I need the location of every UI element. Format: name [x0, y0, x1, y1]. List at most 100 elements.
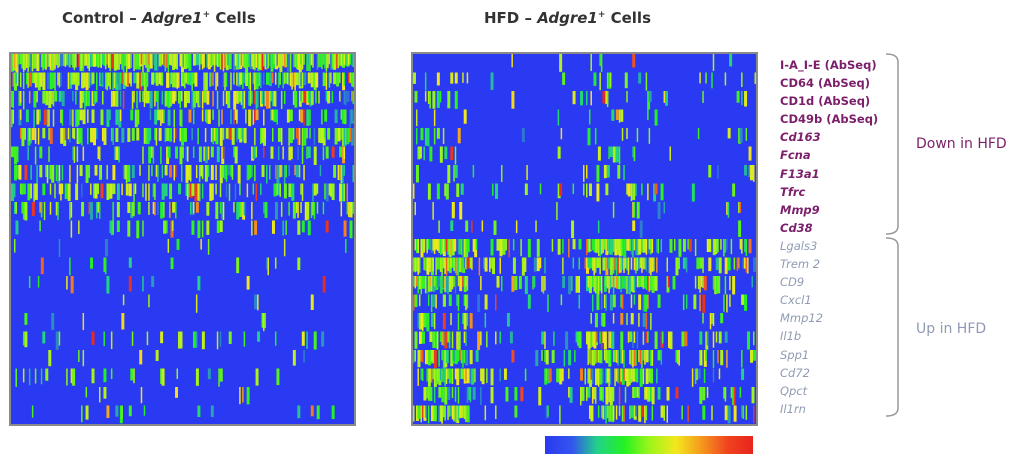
heatmap-cell: [52, 109, 55, 127]
heatmap-cell: [450, 257, 452, 268]
heatmap-cell: [27, 183, 31, 201]
heatmap-cell: [307, 54, 310, 65]
heatmap-cell: [51, 91, 53, 105]
heatmap-cell: [122, 294, 125, 306]
heatmap-cell: [447, 405, 449, 420]
heatmap-cell: [736, 91, 740, 103]
heatmap-cell: [124, 54, 126, 66]
heatmap-cell: [753, 165, 755, 182]
heatmap-cell: [106, 276, 110, 294]
heatmap-cell: [751, 387, 755, 404]
heatmap-cell: [15, 202, 17, 214]
heatmap-cell: [13, 202, 17, 214]
heatmap-cell: [31, 202, 35, 216]
heatmap-cell: [210, 183, 214, 201]
heatmap-cell: [145, 54, 147, 68]
heatmap-cell: [318, 54, 320, 68]
heatmap-cell: [426, 350, 428, 365]
heatmap-cell: [429, 368, 431, 382]
heatmap-cell: [718, 257, 722, 274]
heatmap-cell: [170, 54, 173, 66]
heatmap-cell: [161, 54, 165, 65]
heatmap-cell: [33, 91, 37, 108]
heatmap-cell: [25, 72, 28, 85]
heatmap-cell: [197, 276, 201, 291]
heatmap-cell: [660, 183, 664, 201]
heatmap-cell: [154, 183, 156, 200]
heatmap-cell: [209, 72, 211, 87]
heatmap-cell: [447, 91, 451, 109]
heatmap-cell: [198, 183, 201, 202]
heatmap-cell: [448, 331, 451, 349]
heatmap-cell: [55, 331, 59, 350]
heatmap-cell: [122, 91, 125, 109]
heatmap-cell: [91, 109, 95, 123]
heatmap-cell: [535, 220, 537, 233]
heatmap-cell: [417, 239, 419, 254]
heatmap-cell: [252, 146, 256, 160]
heatmap-cell: [206, 220, 210, 235]
heatmap-cell: [33, 109, 35, 128]
heatmap-cell: [568, 368, 570, 379]
heatmap-cell: [270, 91, 272, 102]
heatmap-cell: [499, 257, 501, 274]
heatmap-cell: [164, 128, 167, 143]
heatmap-cell: [436, 239, 439, 251]
heatmap-cell: [678, 350, 680, 366]
heatmap-cell: [128, 257, 132, 268]
heatmap-cell: [512, 239, 515, 251]
heatmap-cell: [209, 183, 213, 201]
heatmap-cell: [742, 405, 745, 419]
heatmap-cell: [453, 405, 455, 422]
heatmap-cell: [678, 239, 682, 257]
heatmap-cell: [435, 276, 439, 290]
heatmap-cell: [632, 387, 636, 399]
heatmap-cell: [648, 276, 651, 292]
heatmap-cell: [469, 368, 473, 384]
heatmap-cell: [310, 54, 313, 66]
heatmap-cell: [617, 239, 621, 255]
heatmap-cell: [76, 146, 79, 162]
heatmap-cell: [85, 405, 89, 420]
gene-label-up: CD9: [780, 275, 805, 290]
heatmap-cell: [197, 405, 201, 417]
heatmap-cell: [712, 54, 715, 71]
heatmap-cell: [417, 276, 419, 294]
heatmap-cell: [694, 239, 697, 257]
heatmap-cell: [295, 165, 299, 178]
heatmap-cell: [603, 239, 606, 250]
heatmap-cell: [609, 350, 612, 364]
heatmap-cell: [609, 387, 613, 406]
heatmap-cell: [750, 350, 754, 363]
heatmap-cell: [495, 331, 497, 345]
heatmap-cell: [490, 387, 494, 404]
heatmap-cell: [239, 387, 241, 405]
heatmap-cell: [596, 165, 600, 182]
heatmap-cell: [702, 276, 704, 289]
heatmap-cell: [621, 239, 624, 256]
heatmap-cell: [421, 331, 424, 344]
heatmap-cell: [611, 239, 613, 252]
heatmap-cell: [578, 239, 582, 250]
heatmap-cell: [753, 257, 756, 272]
heatmap-cell: [221, 109, 223, 125]
heatmap-cell: [605, 183, 609, 196]
heatmap-cell: [106, 165, 108, 180]
heatmap-cell: [585, 239, 588, 256]
heatmap-cell: [436, 183, 440, 200]
heatmap-cell: [11, 109, 13, 128]
heatmap-cell: [161, 91, 164, 105]
heatmap-cell: [748, 165, 751, 178]
heatmap-cell: [303, 128, 307, 146]
heatmap-cell: [254, 109, 256, 124]
heatmap-cell: [572, 91, 576, 105]
heatmap-cell: [441, 387, 445, 403]
heatmap-cell: [64, 54, 67, 67]
heatmap-cell: [116, 220, 120, 232]
heatmap-cell: [75, 109, 79, 127]
heatmap-cell: [46, 72, 50, 90]
heatmap-cell: [152, 146, 155, 164]
heatmap-cell: [726, 350, 728, 368]
heatmap-cell: [702, 313, 704, 324]
heatmap-cell: [430, 313, 434, 327]
